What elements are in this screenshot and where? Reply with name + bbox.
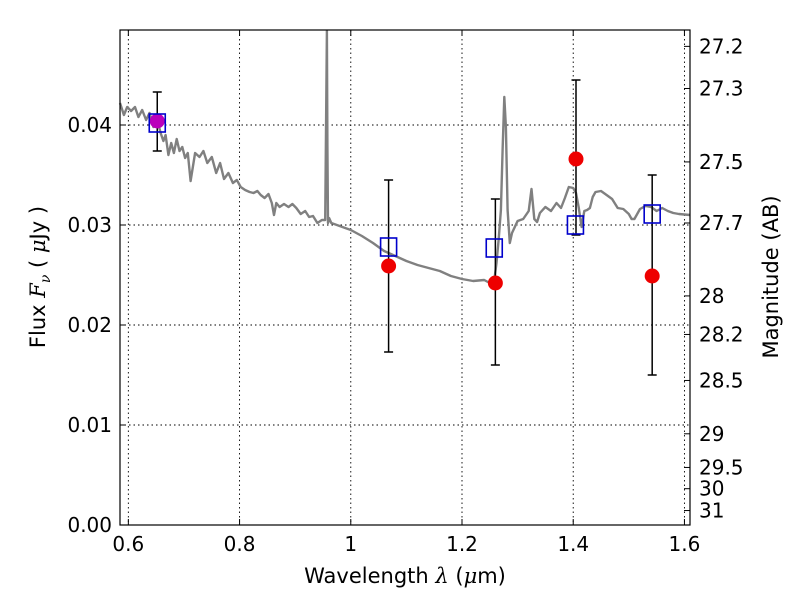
mag-tick-label: 27.3 [699, 76, 744, 100]
model-point [379, 237, 398, 257]
y-axis-label: Flux Fν ( μJy ) [26, 206, 54, 348]
y-tick-label: 0.02 [67, 313, 112, 337]
x-tick-label: 1 [344, 532, 357, 556]
x-tick-label: 0.8 [224, 532, 256, 556]
axis-ticks [120, 30, 690, 526]
x-tick-label: 1.6 [669, 532, 701, 556]
model-point [148, 113, 167, 133]
y-tick-label: 0.03 [67, 213, 112, 237]
mag-tick-label: 29.5 [699, 455, 744, 479]
x-tick-label: 1.4 [557, 532, 589, 556]
mag-tick-label: 29 [699, 422, 724, 446]
mag-tick-label: 28.5 [699, 368, 744, 392]
mag-tick-label: 31 [699, 499, 724, 523]
model-spectrum-layer [118, 29, 691, 285]
right-axis-label: Magnitude (AB) [759, 195, 783, 358]
observed-point [487, 275, 503, 291]
spectrum-line [118, 29, 691, 285]
tick-labels: 0.6 0.8 1 1.2 1.4 1.6 0.00 0.01 0.02 0.03 0.04 27.2… [67, 34, 743, 556]
mag-tick-label: 28 [699, 284, 724, 308]
x-tick-label: 1.2 [446, 532, 478, 556]
plot-frame [119, 29, 691, 526]
observed-points-layer [149, 113, 660, 291]
mag-tick-label: 28.2 [699, 322, 744, 346]
mag-tick-label: 27.7 [699, 211, 744, 235]
x-axis-label: Wavelength λ (μm) [304, 564, 506, 588]
y-tick-label: 0.04 [67, 113, 112, 137]
y-tick-label: 0.00 [67, 513, 112, 537]
model-photometry-layer [148, 113, 661, 258]
observed-point [644, 268, 660, 284]
model-point [643, 204, 661, 224]
mag-tick-label: 27.5 [699, 150, 744, 174]
y-tick-label: 0.01 [67, 413, 112, 437]
model-point [485, 238, 504, 258]
observed-point [381, 258, 397, 274]
model-point [566, 215, 585, 235]
observed-point [568, 151, 584, 167]
gridlines [120, 30, 690, 526]
mag-tick-label: 27.2 [699, 34, 744, 58]
observed-point [149, 113, 165, 129]
x-tick-label: 0.6 [112, 532, 144, 556]
mag-tick-label: 30 [699, 477, 724, 501]
